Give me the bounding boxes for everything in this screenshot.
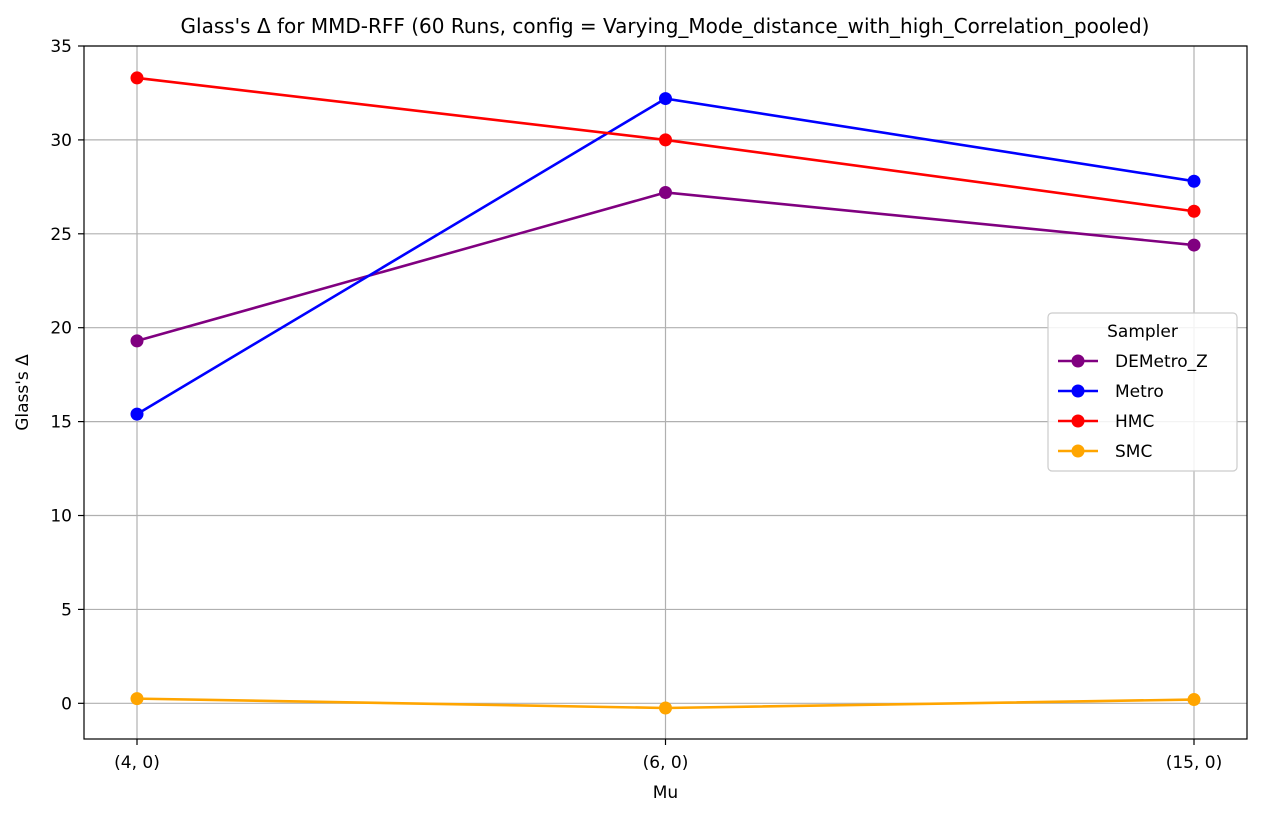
series-smc [130,692,1201,715]
data-point [1187,693,1201,707]
y-tick-label: 5 [61,600,72,620]
legend-marker [1071,384,1085,398]
y-tick-label: 35 [50,37,72,57]
data-point [659,133,672,147]
x-axis-label: Mu [653,783,678,803]
legend-item: HMC [1058,412,1154,432]
legend-box [1047,312,1238,472]
y-tick-label: 30 [50,131,72,151]
series-demetro-z [130,185,1201,348]
legend-marker [1071,354,1085,368]
y-tick-label: 20 [50,319,72,339]
legend-item: SMC [1058,442,1152,462]
x-tick-label: (15, 0) [1166,753,1223,773]
series-metro [130,92,1201,421]
legend-marker [1071,414,1085,428]
y-tick-label: 0 [61,694,72,714]
data-point [1187,238,1201,252]
y-axis-label: Glass's Δ [13,354,33,431]
legend-label: DEMetro_Z [1115,352,1208,372]
legend-label: Metro [1115,382,1164,402]
chart-title: Glass's Δ for MMD-RFF (60 Runs, config =… [181,14,1150,38]
legend-label: SMC [1115,442,1152,462]
data-point [130,692,144,706]
data-point [130,71,144,85]
legend: Sampler DEMetro_Z Metro HMC SMC [1047,312,1238,472]
data-point [130,407,144,421]
ticks-layer: (4, 0) (6, 0) (15, 0) 0 5 10 15 20 25 30 35 [50,37,1222,773]
data-point [659,92,672,106]
x-tick-label: (4, 0) [114,753,160,773]
data-point [1187,204,1201,218]
series-hmc [130,71,1201,218]
legend-title: Sampler [1107,322,1178,342]
legend-item: Metro [1058,382,1164,402]
legend-item: DEMetro_Z [1058,352,1208,372]
legend-marker [1071,444,1085,458]
data-point [659,185,672,199]
data-point [659,701,672,715]
data-point [130,334,144,348]
series-layer [130,71,1201,715]
x-tick-label: (6, 0) [643,753,689,773]
legend-label: HMC [1115,412,1154,432]
y-tick-label: 15 [50,413,72,433]
y-tick-label: 25 [50,225,72,245]
y-tick-label: 10 [50,507,72,527]
data-point [1187,174,1201,188]
legend-items: DEMetro_Z Metro HMC SMC [1058,352,1208,462]
